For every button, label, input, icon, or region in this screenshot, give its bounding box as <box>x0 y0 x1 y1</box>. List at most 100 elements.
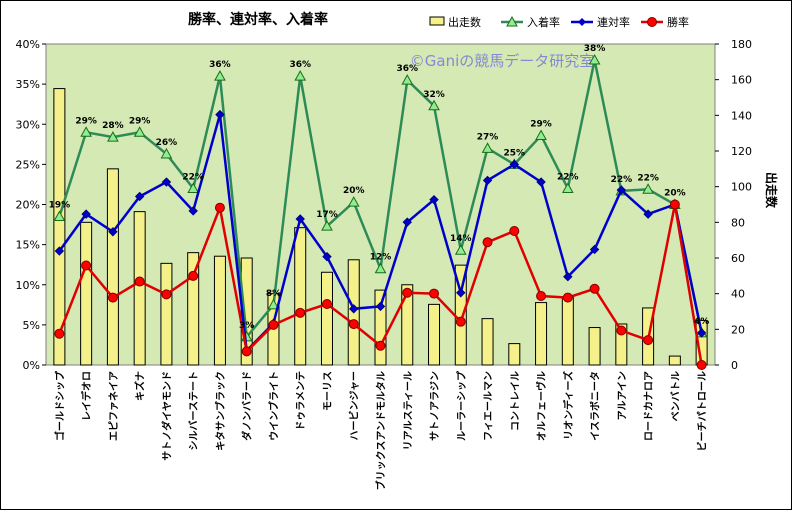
point-triangle <box>214 70 226 81</box>
point-diamond <box>188 206 198 216</box>
data-label: 8% <box>266 289 281 299</box>
data-label: 20% <box>664 189 686 199</box>
left-axis-tick-label: 10% <box>16 279 40 292</box>
point-circle <box>134 276 145 287</box>
data-label: 19% <box>49 201 71 211</box>
legend-label: 出走数 <box>448 15 481 29</box>
point-triangle <box>535 129 547 140</box>
bar <box>668 355 681 366</box>
right-axis-tick-label: 20 <box>731 323 745 336</box>
point-diamond <box>589 244 600 255</box>
point-diamond <box>509 159 520 170</box>
bar <box>133 211 146 366</box>
data-label: 36% <box>209 60 231 70</box>
right-axis-tick-label: 60 <box>731 252 745 265</box>
category-label: イスラボニータ <box>589 371 602 441</box>
left-axis-tick-label: 15% <box>16 239 40 252</box>
bar <box>80 221 93 366</box>
data-label: 4% <box>694 317 709 327</box>
category-label: ドゥラメンテ <box>295 371 307 431</box>
category-label: ブリックスアンドモルタル <box>375 371 388 490</box>
point-circle <box>616 325 627 336</box>
point-circle <box>429 288 440 299</box>
point-diamond <box>402 217 412 227</box>
point-circle <box>669 199 680 210</box>
category-label: サトノアラジン <box>429 371 441 441</box>
right-axis-tick-label: 0 <box>731 359 738 372</box>
point-diamond <box>215 109 225 120</box>
data-label: 36% <box>289 60 311 70</box>
category-label: アルアイン <box>616 371 628 420</box>
right-axis-title: 出走数 <box>764 172 779 209</box>
bar <box>106 168 119 366</box>
bar <box>160 262 173 366</box>
data-label: 3% <box>239 321 254 331</box>
point-circle <box>214 202 225 213</box>
data-label: 17% <box>316 210 338 220</box>
point-diamond <box>696 328 707 338</box>
data-label: 26% <box>156 138 178 148</box>
legend-entry: 勝率 <box>641 15 689 29</box>
point-triangle <box>588 54 601 65</box>
data-label: 27% <box>477 132 499 142</box>
point-circle <box>589 283 600 294</box>
chart-title: 勝率、連対率、入着率 <box>188 11 328 28</box>
legend-entry: 連対率 <box>571 15 630 29</box>
right-axis-tick-label: 120 <box>731 145 752 158</box>
point-triangle <box>267 298 280 310</box>
category-label: キタサンブラック <box>214 371 227 451</box>
data-label: 22% <box>611 175 633 185</box>
legend-marker <box>506 15 518 27</box>
point-triangle <box>107 131 119 142</box>
point-circle <box>161 289 172 300</box>
point-diamond <box>482 175 493 186</box>
left-axis-tick-label: 0% <box>23 359 40 372</box>
point-circle <box>482 237 493 248</box>
point-circle <box>509 225 520 236</box>
category-label: ウインブライト <box>267 371 280 441</box>
category-label: ダノンバラード <box>241 371 254 441</box>
right-axis-tick-label: 140 <box>731 109 752 122</box>
point-diamond <box>616 185 627 195</box>
point-circle <box>241 346 252 357</box>
point-triangle <box>321 220 333 231</box>
right-axis-tick-label: 180 <box>731 38 752 51</box>
data-label: 22% <box>182 172 204 182</box>
category-label: サトノダイヤモンド <box>160 371 173 461</box>
point-diamond <box>81 209 91 219</box>
bar <box>213 255 226 366</box>
bar <box>588 327 601 366</box>
category-label: フィエールマン <box>483 371 495 441</box>
left-axis-tick-label: 20% <box>16 199 40 212</box>
legend-entry: 入着率 <box>501 15 560 29</box>
point-diamond <box>349 304 359 314</box>
left-axis-tick-label: 25% <box>16 158 40 171</box>
data-label: 29% <box>75 116 97 126</box>
point-diamond <box>134 191 145 202</box>
left-axis-tick-label: 5% <box>23 319 40 332</box>
category-label: ゴールドシップ <box>53 370 66 441</box>
point-triangle <box>187 182 200 193</box>
data-label: 29% <box>129 116 151 126</box>
bar <box>401 284 414 366</box>
point-triangle <box>454 244 467 255</box>
point-circle <box>402 287 413 298</box>
point-triangle <box>642 183 654 194</box>
right-axis-tick-label: 40 <box>731 288 745 301</box>
bar <box>294 227 307 366</box>
point-triangle <box>561 182 574 193</box>
point-circle <box>696 360 707 370</box>
point-diamond <box>456 288 466 298</box>
legend-label: 勝率 <box>667 15 689 29</box>
point-triangle <box>374 262 387 274</box>
bar <box>320 271 333 366</box>
point-diamond <box>161 177 172 187</box>
point-triangle <box>53 210 66 222</box>
legend-entry: 出走数 <box>429 15 481 29</box>
data-label: 32% <box>423 90 445 100</box>
bar <box>508 343 521 366</box>
point-diamond <box>536 177 546 187</box>
right-axis-tick-label: 100 <box>731 181 752 194</box>
point-circle <box>321 299 332 310</box>
